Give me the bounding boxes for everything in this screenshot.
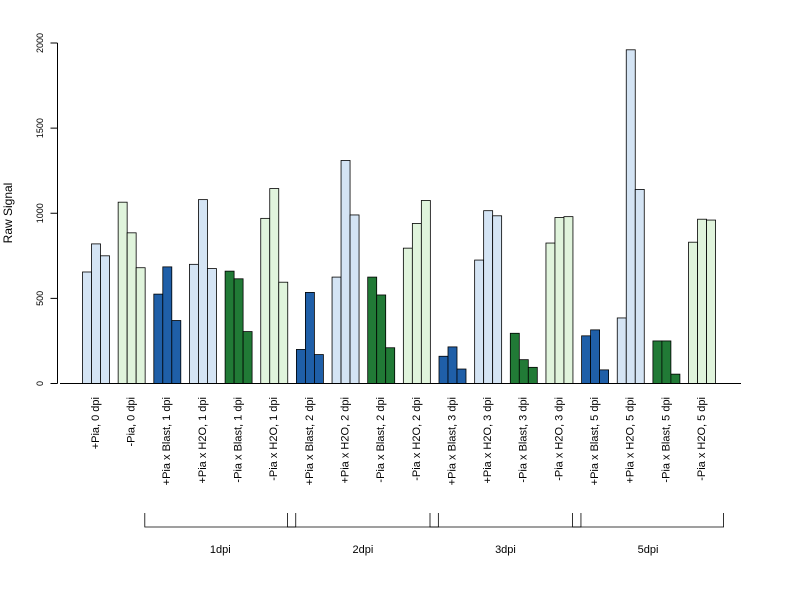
category-label: -Pia x Blast, 5 dpi	[660, 397, 672, 483]
bar	[518, 359, 529, 384]
bars	[82, 49, 716, 384]
group-bracket	[287, 513, 439, 528]
bar	[697, 218, 707, 384]
category-labels: +Pia, 0 dpi -Pia, 0 dpi +Pia x Blast, 1 dp…	[90, 397, 708, 485]
bar	[162, 266, 173, 384]
category-label: +Pia x Blast, 3 dpi	[446, 397, 458, 485]
y-tick-label: 2000	[35, 33, 45, 53]
bar	[483, 210, 494, 384]
bar	[402, 247, 413, 384]
bar	[527, 366, 538, 384]
bar	[474, 259, 485, 384]
bar	[625, 49, 636, 384]
category-label: +Pia x Blast, 5 dpi	[589, 397, 601, 485]
bar	[100, 255, 110, 384]
y-tick-label: 1000	[35, 203, 45, 223]
bar	[171, 320, 182, 384]
bar	[269, 188, 280, 384]
bar	[117, 201, 128, 384]
category-label: +Pia x H2O, 3 dpi	[482, 397, 494, 484]
bar	[207, 268, 217, 384]
category-label: -Pia, 0 dpi	[126, 397, 138, 447]
category-label: +Pia x H2O, 2 dpi	[339, 397, 351, 484]
bar	[554, 217, 565, 384]
bar	[545, 242, 556, 384]
bar	[295, 349, 306, 384]
bar	[260, 217, 271, 384]
bar	[599, 369, 609, 384]
category-label: -Pia x H2O, 3 dpi	[553, 397, 565, 481]
bar	[456, 368, 467, 384]
bar	[509, 332, 520, 384]
group-label: 3dpi	[495, 544, 516, 556]
bar	[376, 294, 387, 384]
bar	[198, 199, 208, 384]
category-label: -Pia x H2O, 5 dpi	[696, 397, 708, 481]
bar	[652, 340, 663, 384]
y-axis: 0 500 1000 1500 2000	[35, 33, 58, 386]
bar	[126, 232, 137, 384]
bar	[616, 317, 627, 384]
bar	[189, 263, 199, 384]
y-tick-label: 500	[35, 291, 45, 306]
bar	[349, 214, 360, 384]
bar	[447, 346, 458, 384]
bar	[340, 160, 351, 384]
bar	[331, 276, 342, 384]
category-label: +Pia x Blast, 1 dpi	[161, 397, 173, 485]
category-label: -Pia x Blast, 1 dpi	[233, 397, 245, 483]
group-label: 2dpi	[352, 544, 373, 556]
group-brackets: 1dpi 2dpi 3dpi 5dpi	[144, 513, 724, 556]
bar	[634, 189, 645, 384]
bar	[438, 355, 449, 384]
category-label: +Pia x H2O, 1 dpi	[197, 397, 209, 484]
bar	[304, 292, 315, 384]
category-label: +Pia x Blast, 2 dpi	[304, 397, 316, 485]
bar	[590, 329, 600, 384]
category-label: -Pia x Blast, 2 dpi	[375, 397, 387, 483]
y-tick-label: 1500	[35, 118, 45, 138]
bar	[688, 241, 698, 384]
bar	[706, 219, 716, 384]
bar	[661, 340, 672, 384]
bar	[563, 216, 574, 384]
category-label: +Pia x H2O, 5 dpi	[625, 397, 637, 484]
bar	[224, 270, 235, 384]
bar	[242, 331, 253, 384]
group-label: 1dpi	[210, 544, 231, 556]
group-label: 5dpi	[638, 544, 659, 556]
category-label: -Pia x H2O, 1 dpi	[268, 397, 280, 481]
bar	[278, 281, 289, 384]
group-bracket	[144, 513, 297, 528]
bar	[313, 354, 324, 384]
category-label: -Pia x Blast, 3 dpi	[518, 397, 530, 483]
bar	[153, 293, 164, 384]
group-bracket	[429, 513, 582, 528]
y-tick-label: 0	[35, 381, 45, 386]
category-label: -Pia x H2O, 2 dpi	[411, 397, 423, 481]
group-bracket	[572, 513, 724, 528]
bar	[135, 267, 146, 384]
y-axis-title: Raw Signal	[1, 183, 15, 244]
bar	[670, 373, 681, 384]
bar	[492, 215, 503, 384]
bar	[420, 200, 431, 384]
bar	[82, 271, 92, 384]
bar	[581, 335, 591, 384]
category-label: +Pia, 0 dpi	[90, 397, 102, 449]
bar	[411, 223, 422, 384]
bar	[367, 276, 378, 384]
bar	[385, 347, 396, 384]
bar	[233, 278, 244, 384]
bar	[91, 243, 101, 384]
